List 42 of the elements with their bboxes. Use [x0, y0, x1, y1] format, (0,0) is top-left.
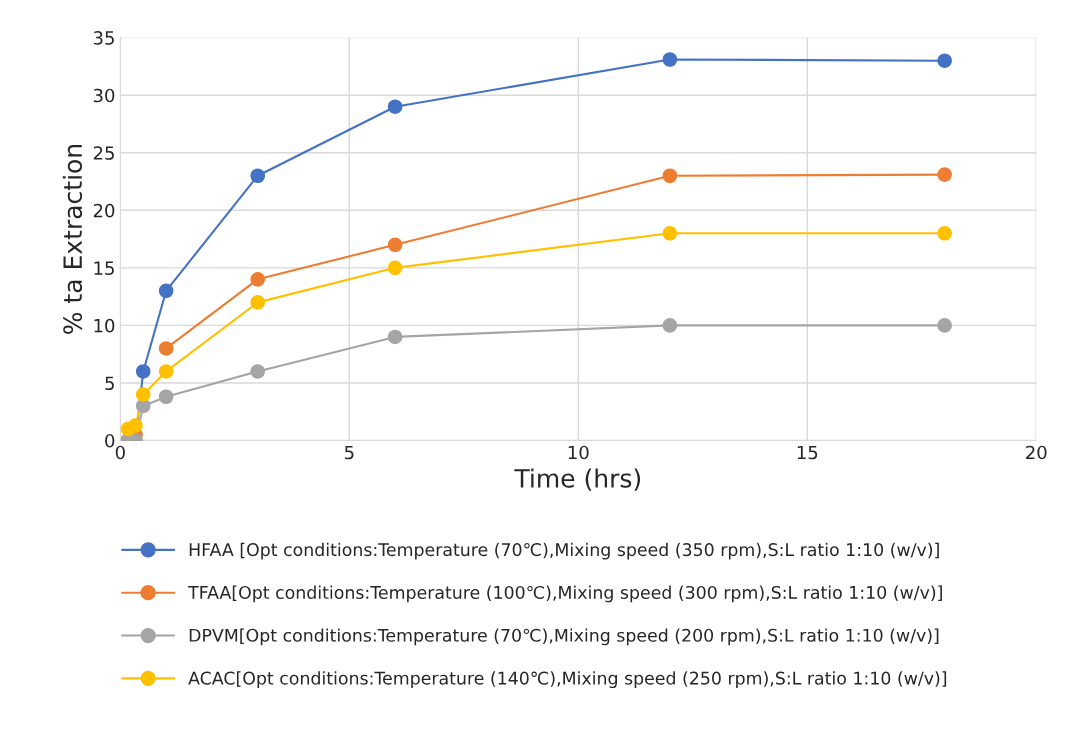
point: [128, 418, 143, 433]
x-tick-label: 5: [344, 445, 354, 460]
x-tick-label: 15: [797, 445, 818, 460]
legend-label: HFAA [Opt conditions:Temperature (70℃),Mixing speed (350 rpm),S:L ratio 1:10 (w/v)]: [189, 542, 939, 560]
point: [250, 272, 266, 287]
y-tick-label: 10: [94, 318, 115, 333]
point: [387, 329, 403, 345]
legend-label: ACAC[Opt conditions:Temperature (140℃),Mixing speed (250 rpm),S:L ratio 1:10 (w/v)]: [188, 671, 947, 689]
point: [158, 389, 174, 405]
y-axis-title: % ta Extraction: [62, 145, 83, 334]
point: [250, 295, 266, 310]
y-tick-label: 20: [93, 203, 115, 218]
x-tick-label: 20: [1026, 445, 1047, 460]
point: [387, 260, 403, 276]
point: [662, 52, 678, 67]
point: [135, 387, 151, 402]
point: [662, 318, 678, 333]
y-tick-label: 15: [94, 261, 114, 275]
point: [662, 226, 678, 241]
y-tick-label: 0: [105, 433, 115, 448]
point: [937, 318, 952, 333]
point: [135, 364, 151, 379]
point: [158, 341, 174, 356]
point: [387, 99, 403, 114]
x-tick-label: 0: [115, 445, 125, 460]
point: [250, 364, 266, 379]
point: [387, 237, 403, 253]
y-tick-label: 5: [105, 376, 114, 391]
point: [937, 226, 952, 241]
x-tick-label: 10: [568, 445, 589, 460]
y-tick-label: 25: [93, 146, 114, 160]
legend-label: TFAA[Opt conditions:Temperature (100℃),Mixing speed (300 rpm),S:L ratio 1:10 (w/v)]: [188, 585, 942, 603]
y-tick-label: 35: [93, 31, 114, 45]
point: [937, 167, 952, 182]
point: [937, 53, 952, 68]
y-tick-label: 30: [93, 88, 115, 103]
legend-label: DPVM[Opt conditions:Temperature (70℃),Mixing speed (200 rpm),S:L ratio 1:10 (w/v)]: [189, 628, 939, 646]
point: [250, 168, 266, 184]
point: [158, 283, 174, 299]
point: [662, 168, 678, 184]
x-axis-title: Time (hrs): [514, 468, 641, 491]
point: [158, 364, 174, 379]
